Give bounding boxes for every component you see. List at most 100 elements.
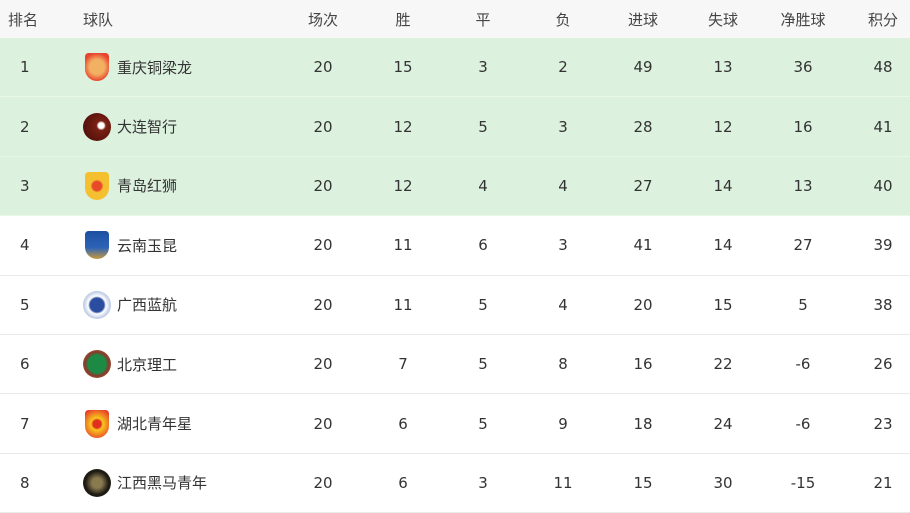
cell-l: 8 (558, 355, 568, 374)
cell-d: 5 (478, 355, 488, 374)
team-name: 重庆铜梁龙 (117, 58, 193, 77)
header-losses: 负 (555, 10, 571, 29)
team[interactable]: 广西蓝航 (83, 290, 177, 319)
cell-d: 3 (478, 473, 488, 492)
cell-w: 6 (398, 473, 408, 492)
cell-pts: 41 (873, 117, 893, 136)
cell-played: 20 (313, 295, 333, 314)
cell-gf: 16 (633, 355, 653, 374)
header-goals-for: 进球 (627, 10, 658, 29)
cell-gf: 18 (633, 414, 653, 433)
header-goals-against: 失球 (707, 10, 738, 29)
cell-ga: 14 (713, 176, 733, 195)
table-row[interactable]: 1 重庆铜梁龙 20 15 3 2 49 13 36 48 (0, 38, 910, 98)
cell-w: 6 (398, 414, 408, 433)
cell-gd: 13 (793, 176, 813, 195)
table-row[interactable]: 3 青岛红狮 20 12 4 4 27 14 13 40 (0, 156, 910, 217)
cell-pts: 40 (873, 176, 893, 195)
cell-d: 6 (478, 236, 488, 255)
cell-l: 3 (558, 236, 568, 255)
chongqing-badge-icon (85, 53, 109, 82)
header-draws: 平 (475, 10, 491, 29)
jiangxi-badge-icon (83, 468, 111, 497)
cell-pts: 39 (873, 236, 893, 255)
cell-played: 20 (313, 414, 333, 433)
cell-w: 11 (393, 236, 413, 255)
rank: 8 (20, 473, 30, 492)
team-name: 云南玉昆 (117, 236, 178, 255)
header-wins: 胜 (395, 10, 411, 29)
cell-played: 20 (313, 473, 333, 492)
cell-ga: 13 (713, 58, 733, 77)
cell-pts: 26 (873, 355, 893, 374)
cell-played: 20 (313, 176, 333, 195)
cell-d: 5 (478, 117, 488, 136)
header-rank: 排名 (8, 10, 39, 29)
cell-gd: 27 (793, 236, 813, 255)
team[interactable]: 湖北青年星 (83, 409, 193, 438)
cell-ga: 14 (713, 236, 733, 255)
team-name: 江西黑马青年 (117, 474, 208, 493)
team-name: 北京理工 (117, 355, 178, 374)
team[interactable]: 云南玉昆 (83, 231, 178, 260)
cell-ga: 12 (713, 117, 733, 136)
cell-gd: 5 (798, 295, 808, 314)
header-played: 场次 (307, 10, 338, 29)
cell-ga: 22 (713, 355, 733, 374)
cell-l: 3 (558, 117, 568, 136)
cell-gd: -6 (795, 414, 811, 433)
team[interactable]: 青岛红狮 (83, 171, 177, 200)
hubei-badge-icon (85, 409, 109, 438)
cell-gf: 28 (633, 117, 653, 136)
table-row[interactable]: 2 大连智行 20 12 5 3 28 12 16 41 (0, 97, 910, 157)
cell-played: 20 (313, 58, 333, 77)
cell-d: 5 (478, 414, 488, 433)
table-row[interactable]: 5 广西蓝航 20 11 5 4 20 15 5 38 (0, 276, 910, 335)
table-row[interactable]: 8 江西黑马青年 20 6 3 11 15 30 -15 21 (0, 454, 910, 513)
header-goal-diff: 净胜球 (780, 10, 826, 29)
cell-gd: -6 (795, 355, 811, 374)
rank: 5 (20, 295, 30, 314)
cell-ga: 30 (713, 473, 733, 492)
team-name: 大连智行 (117, 118, 178, 137)
cell-l: 2 (558, 58, 568, 77)
table-row[interactable]: 4 云南玉昆 20 11 6 3 41 14 27 39 (0, 216, 910, 276)
guangxi-badge-icon (83, 290, 111, 319)
cell-gf: 15 (633, 473, 653, 492)
rank: 7 (20, 414, 30, 433)
cell-w: 11 (393, 295, 413, 314)
cell-d: 3 (478, 58, 488, 77)
team[interactable]: 江西黑马青年 (83, 468, 208, 497)
cell-played: 20 (313, 236, 333, 255)
yunnan-badge-icon (85, 231, 109, 260)
cell-played: 20 (313, 355, 333, 374)
cell-pts: 38 (873, 295, 893, 314)
dalian-badge-icon (83, 112, 111, 141)
beijing-badge-icon (83, 350, 111, 379)
table-row[interactable]: 7 湖北青年星 20 6 5 9 18 24 -6 23 (0, 394, 910, 454)
cell-gd: 36 (793, 58, 813, 77)
team[interactable]: 大连智行 (83, 112, 178, 141)
cell-l: 11 (553, 473, 573, 492)
header-points: 积分 (867, 10, 898, 29)
cell-l: 9 (558, 414, 568, 433)
header-team: 球队 (83, 10, 114, 29)
rank: 6 (20, 355, 30, 374)
team[interactable]: 北京理工 (83, 350, 178, 379)
team-name: 湖北青年星 (117, 415, 193, 434)
cell-w: 12 (393, 117, 413, 136)
cell-gd: 16 (793, 117, 813, 136)
cell-pts: 21 (873, 473, 893, 492)
cell-gf: 27 (633, 176, 653, 195)
cell-l: 4 (558, 295, 568, 314)
cell-gf: 49 (633, 58, 653, 77)
cell-d: 4 (478, 176, 488, 195)
rank: 3 (20, 176, 30, 195)
team[interactable]: 重庆铜梁龙 (83, 53, 193, 82)
cell-gf: 20 (633, 295, 653, 314)
table-row[interactable]: 6 北京理工 20 7 5 8 16 22 -6 26 (0, 335, 910, 395)
cell-ga: 24 (713, 414, 733, 433)
cell-pts: 48 (873, 58, 893, 77)
cell-w: 7 (398, 355, 408, 374)
